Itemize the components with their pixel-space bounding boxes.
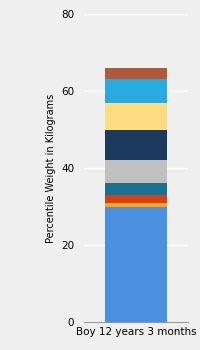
Bar [105,160,167,183]
Y-axis label: Percentile Weight in Kilograms: Percentile Weight in Kilograms [46,93,56,243]
Bar [105,68,167,79]
Bar [105,130,167,160]
Bar [105,103,167,130]
Bar [105,195,167,203]
Bar [105,183,167,195]
Bar [105,206,167,322]
Bar [105,79,167,103]
Bar [105,203,167,206]
